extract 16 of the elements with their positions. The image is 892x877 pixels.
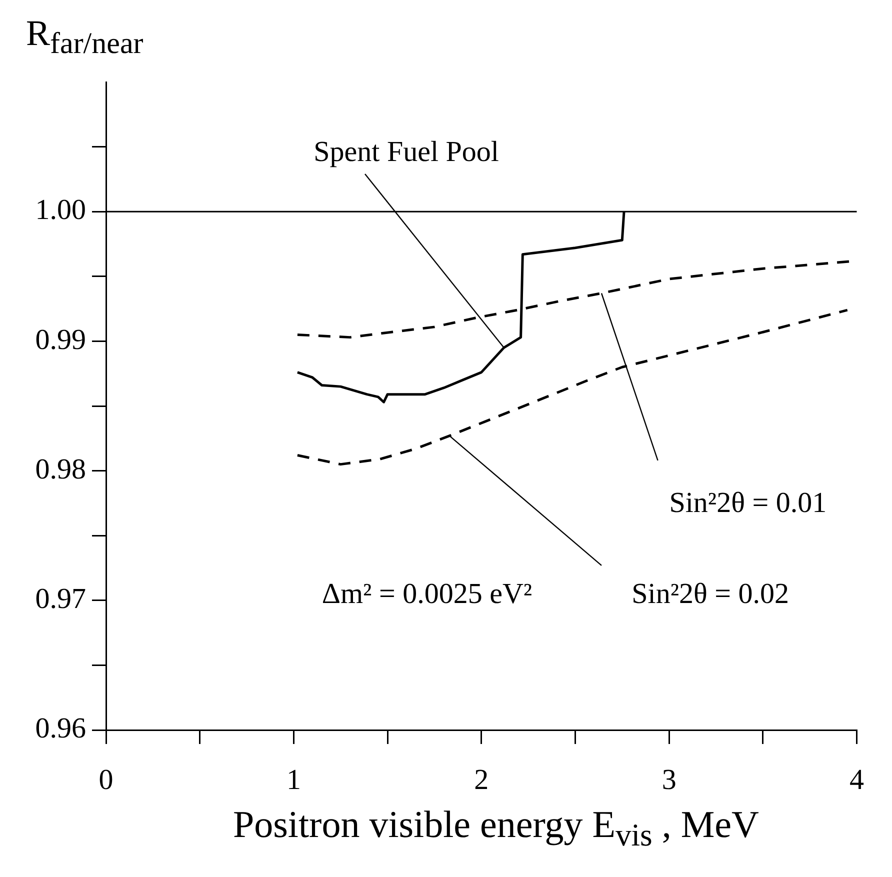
x-tick-label: 3 <box>662 764 676 796</box>
y-tick-label: 1.00 <box>35 194 86 226</box>
text: Sin²2θ = 0.02 <box>632 578 790 610</box>
y-tick-label: 0.97 <box>35 583 86 616</box>
text: Spent Fuel Pool <box>314 136 499 168</box>
text: Sin²2θ = 0.01 <box>669 487 827 520</box>
y-tick-label: 0.96 <box>35 712 86 745</box>
x-axis-title: Positron visible energy E$_{vis}$ , MeV <box>232 803 760 854</box>
y-tick-label: 0.99 <box>35 324 86 356</box>
x-tick-label: 2 <box>474 764 489 796</box>
annotation: Δm² = 0.0025 eV² <box>322 578 532 610</box>
y-tick-label: 0.98 <box>35 453 86 486</box>
x-tick-label: 1 <box>286 764 301 796</box>
x-tick-label: 0 <box>98 764 114 796</box>
y-axis-title: R$_{far/near}$ <box>26 12 144 62</box>
x-tick-label: 4 <box>850 764 864 796</box>
